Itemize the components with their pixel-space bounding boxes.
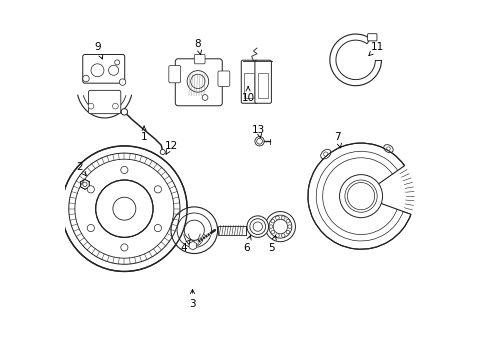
Circle shape: [121, 244, 128, 251]
Text: 13: 13: [252, 125, 265, 138]
Circle shape: [249, 219, 265, 234]
FancyBboxPatch shape: [82, 54, 124, 83]
Circle shape: [268, 215, 291, 238]
Circle shape: [119, 79, 125, 85]
Circle shape: [270, 219, 274, 223]
Circle shape: [246, 216, 268, 237]
Circle shape: [323, 152, 327, 156]
FancyBboxPatch shape: [254, 60, 271, 103]
Circle shape: [91, 64, 104, 77]
Circle shape: [88, 103, 94, 109]
Circle shape: [87, 225, 94, 231]
Circle shape: [115, 60, 120, 65]
Circle shape: [265, 212, 295, 242]
Wedge shape: [329, 34, 381, 86]
Circle shape: [187, 71, 208, 92]
FancyBboxPatch shape: [168, 66, 180, 83]
Text: 4: 4: [180, 240, 190, 253]
Polygon shape: [217, 226, 246, 235]
Circle shape: [285, 230, 289, 234]
Polygon shape: [81, 179, 89, 189]
Circle shape: [269, 225, 272, 228]
Text: 10: 10: [241, 87, 254, 103]
Text: 11: 11: [368, 42, 383, 56]
Circle shape: [112, 103, 118, 109]
Circle shape: [82, 182, 87, 186]
Circle shape: [113, 197, 136, 220]
Circle shape: [108, 65, 119, 75]
Circle shape: [281, 234, 285, 237]
Circle shape: [270, 230, 274, 234]
FancyBboxPatch shape: [218, 71, 229, 86]
Circle shape: [275, 234, 279, 237]
FancyBboxPatch shape: [367, 34, 376, 41]
Bar: [244, 73, 254, 98]
Text: 1: 1: [141, 126, 147, 142]
Circle shape: [273, 220, 287, 234]
Circle shape: [121, 166, 128, 174]
Circle shape: [253, 222, 262, 231]
Circle shape: [386, 147, 389, 150]
Circle shape: [287, 225, 291, 228]
Ellipse shape: [320, 149, 330, 159]
Circle shape: [160, 149, 165, 154]
Circle shape: [87, 186, 94, 193]
Circle shape: [339, 175, 382, 218]
FancyBboxPatch shape: [175, 59, 222, 106]
Wedge shape: [307, 143, 410, 249]
Circle shape: [121, 109, 127, 115]
Circle shape: [281, 216, 285, 220]
Circle shape: [171, 207, 217, 253]
FancyBboxPatch shape: [194, 54, 204, 64]
Text: 12: 12: [164, 141, 177, 154]
Text: 6: 6: [243, 235, 251, 253]
Text: 5: 5: [267, 235, 276, 253]
Circle shape: [154, 186, 161, 193]
Circle shape: [96, 180, 153, 237]
Circle shape: [275, 216, 279, 220]
Text: 8: 8: [194, 39, 201, 55]
FancyBboxPatch shape: [88, 90, 121, 114]
Text: 2: 2: [76, 162, 86, 176]
Bar: [257, 73, 267, 98]
FancyBboxPatch shape: [241, 60, 257, 103]
Circle shape: [82, 75, 89, 82]
Circle shape: [194, 240, 198, 245]
Circle shape: [254, 136, 264, 146]
Circle shape: [154, 225, 161, 231]
Circle shape: [202, 95, 207, 100]
Polygon shape: [189, 241, 196, 250]
Circle shape: [285, 219, 289, 223]
Text: 3: 3: [189, 289, 195, 309]
Text: 7: 7: [334, 132, 341, 148]
Ellipse shape: [383, 145, 392, 153]
Circle shape: [61, 146, 187, 271]
Text: 9: 9: [94, 42, 102, 59]
